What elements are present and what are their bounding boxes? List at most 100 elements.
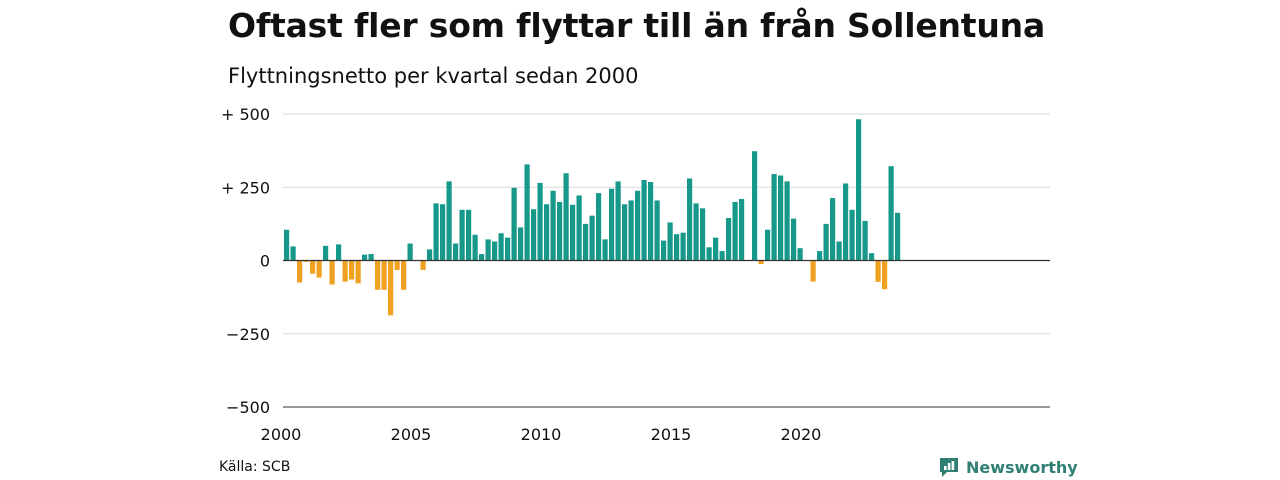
- y-tick-label: + 500: [221, 105, 270, 124]
- bar: [687, 178, 693, 261]
- bar: [570, 204, 576, 261]
- bar: [667, 222, 673, 261]
- bar: [537, 182, 543, 261]
- bar: [394, 260, 400, 270]
- newsworthy-logo-icon: [940, 458, 958, 477]
- bar: [401, 260, 407, 290]
- bar: [602, 239, 608, 261]
- bar: [433, 203, 439, 261]
- bar: [511, 187, 517, 261]
- bar: [381, 260, 387, 290]
- bar: [622, 204, 628, 261]
- bar: [739, 198, 745, 261]
- bar: [817, 251, 823, 261]
- bar: [323, 245, 329, 261]
- bar: [362, 254, 368, 261]
- bar: [316, 260, 322, 278]
- bar: [472, 234, 478, 261]
- bar: [466, 209, 472, 261]
- axes: + 500 + 250 0 −250 −500 2000 2005 2010 2015 2020: [221, 105, 1050, 444]
- y-tick-label: −500: [226, 398, 270, 417]
- y-tick-label: −250: [226, 325, 270, 344]
- bar: [771, 174, 777, 261]
- bar: [459, 209, 465, 261]
- bar: [524, 164, 530, 261]
- bar: [895, 212, 901, 261]
- x-tick-label: 2005: [391, 425, 432, 444]
- x-tick-label: 2020: [781, 425, 822, 444]
- bar: [797, 248, 803, 261]
- bar: [856, 119, 862, 261]
- bars: [284, 119, 901, 316]
- bar: [869, 253, 875, 261]
- bar: [791, 218, 797, 261]
- bar: [888, 166, 894, 261]
- bar: [290, 246, 296, 261]
- source-note: Källa: SCB: [219, 459, 291, 475]
- bar: [329, 260, 335, 285]
- bar: [680, 232, 686, 261]
- bar: [342, 260, 348, 282]
- y-tick-label: + 250: [221, 178, 270, 197]
- bar: [836, 241, 842, 261]
- bar: [706, 247, 712, 261]
- bar: [882, 260, 888, 290]
- bar: [648, 181, 654, 261]
- bar: [752, 151, 758, 261]
- bar: [674, 234, 680, 261]
- bar: [628, 200, 634, 261]
- bar: [479, 254, 485, 261]
- bar: [407, 243, 413, 261]
- bar: [303, 260, 309, 262]
- bar: [576, 195, 582, 261]
- bar: [583, 223, 589, 261]
- x-tick-label: 2000: [261, 425, 302, 444]
- chart-subtitle: Flyttningsnetto per kvartal sedan 2000: [228, 64, 639, 88]
- bar: [635, 190, 641, 261]
- bar: [550, 190, 556, 261]
- bar: [765, 229, 771, 261]
- bar: [758, 260, 764, 265]
- bar: [778, 175, 784, 261]
- bar: [609, 188, 615, 261]
- bar: [843, 183, 849, 261]
- bar: [375, 260, 381, 290]
- bar: [784, 181, 790, 261]
- bar: [732, 201, 738, 261]
- bar: [446, 181, 452, 261]
- bar: [641, 179, 647, 261]
- brand-name: Newsworthy: [966, 457, 1078, 477]
- bar: [862, 220, 868, 261]
- bar: [485, 239, 491, 261]
- bar: [700, 208, 706, 261]
- bar: [726, 218, 732, 261]
- chart-title: Oftast fler som flyttar till än från Sol…: [228, 6, 1046, 45]
- bar: [368, 254, 374, 261]
- bar: [596, 193, 602, 261]
- bar: [589, 215, 595, 261]
- bar: [563, 173, 569, 261]
- bar: [693, 203, 699, 261]
- bar: [310, 260, 316, 274]
- bar: [498, 233, 504, 261]
- bar: [544, 204, 550, 261]
- bar: [297, 260, 303, 283]
- bar: [440, 204, 446, 261]
- bar: [875, 260, 881, 282]
- bar: [349, 260, 355, 280]
- y-tick-label: 0: [260, 252, 270, 271]
- bar: [823, 223, 829, 261]
- bar: [531, 209, 537, 261]
- bar: [453, 243, 459, 261]
- bar: [810, 260, 816, 282]
- bar: [849, 209, 855, 261]
- bar: [654, 200, 660, 261]
- bar: [615, 181, 621, 261]
- bar: [427, 249, 433, 261]
- bar: [492, 241, 498, 261]
- brand-logo[interactable]: Newsworthy: [938, 456, 1078, 478]
- bar: [388, 260, 394, 316]
- bar: [284, 229, 290, 261]
- bar: [518, 227, 524, 261]
- x-tick-label: 2015: [651, 425, 692, 444]
